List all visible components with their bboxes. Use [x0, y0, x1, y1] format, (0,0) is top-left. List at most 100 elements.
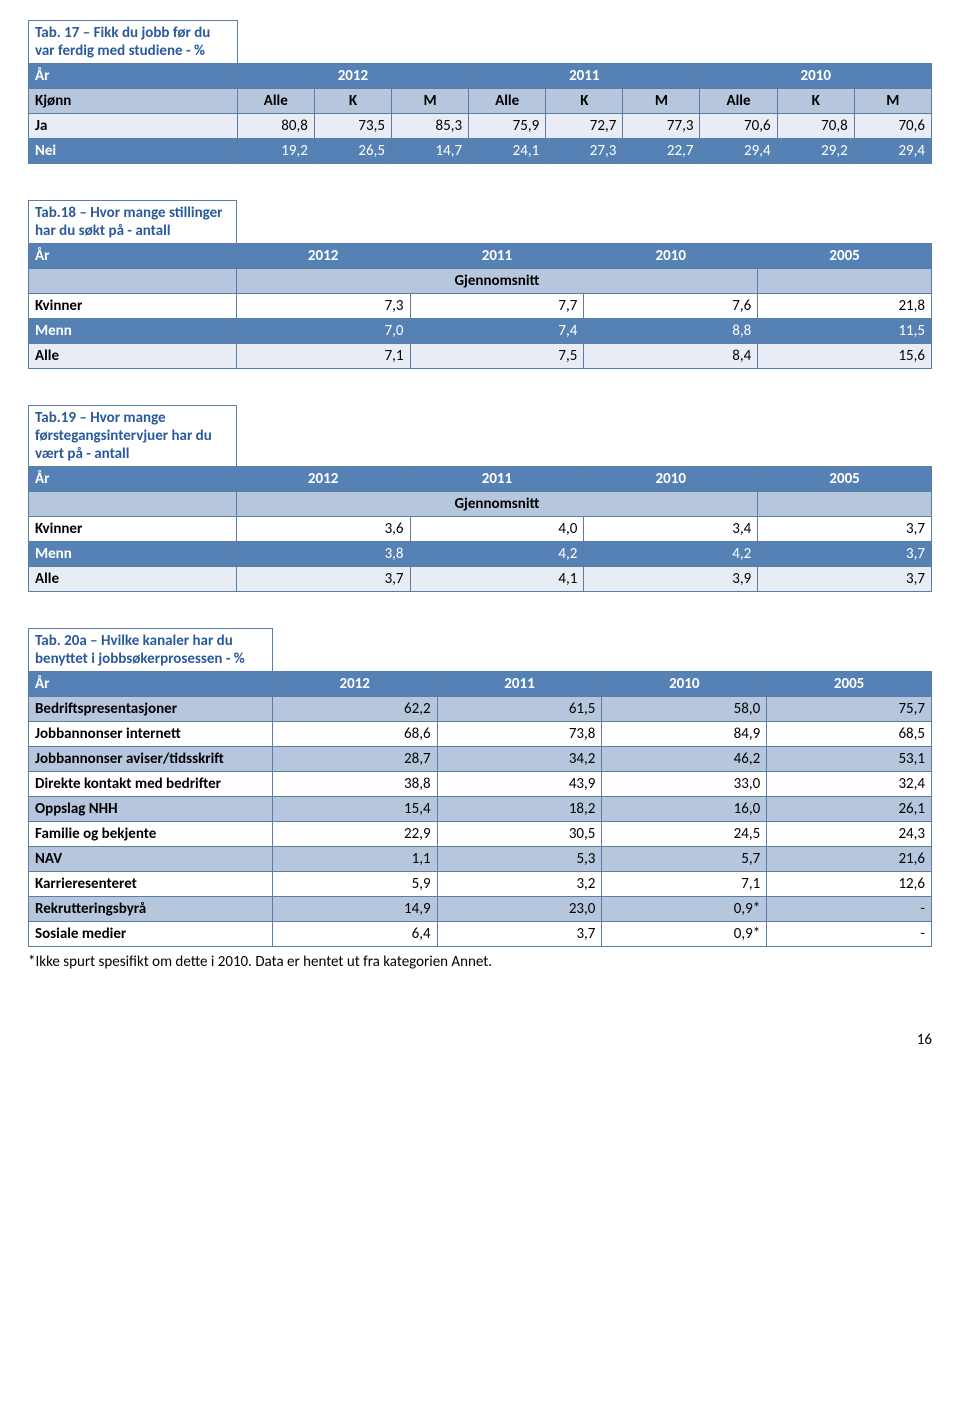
- cell: 32,4: [767, 772, 932, 797]
- cell: 85,3: [391, 114, 468, 139]
- cell: 70,8: [777, 114, 854, 139]
- spacer: [236, 201, 931, 244]
- row-label: Familie og bekjente: [29, 822, 273, 847]
- row-label: Direkte kontakt med bedrifter: [29, 772, 273, 797]
- cell: 18,2: [437, 797, 602, 822]
- table-19-title: Tab.19 – Hvor mange førstegangsintervjue…: [29, 406, 237, 467]
- table-row: Jobbannonser aviser/tidsskrift28,734,246…: [29, 747, 932, 772]
- cell: 22,7: [623, 139, 700, 164]
- cell: 34,2: [437, 747, 602, 772]
- table-19-mid-row: Gjennomsnitt: [29, 492, 932, 517]
- table-row: Kvinner7,37,77,621,8: [29, 294, 932, 319]
- year: 2005: [767, 672, 932, 697]
- cell: 5,9: [272, 872, 437, 897]
- col: K: [777, 89, 854, 114]
- table-row: Nei19,226,514,724,127,322,729,429,229,4: [29, 139, 932, 164]
- spacer: [236, 406, 931, 467]
- cell: 21,6: [767, 847, 932, 872]
- table-17: Tab. 17 – Fikk du jobb før du var ferdig…: [28, 20, 932, 164]
- cell: 5,7: [602, 847, 767, 872]
- table-20a-title-row: Tab. 20a – Hvilke kanaler har du benytte…: [29, 629, 932, 672]
- spacer: [758, 269, 932, 294]
- col: K: [546, 89, 623, 114]
- table-row: NAV1,15,35,721,6: [29, 847, 932, 872]
- cell: 29,4: [854, 139, 931, 164]
- row-label: Ja: [29, 114, 238, 139]
- year-label: År: [29, 672, 273, 697]
- cell: 4,2: [584, 542, 758, 567]
- col: Alle: [469, 89, 546, 114]
- cell: 24,3: [767, 822, 932, 847]
- cell: 26,1: [767, 797, 932, 822]
- year: 2010: [584, 244, 758, 269]
- cell: 73,5: [314, 114, 391, 139]
- cell: 46,2: [602, 747, 767, 772]
- table-row: Karrieresenteret5,93,27,112,6: [29, 872, 932, 897]
- table-19-year-row: År 2012 2011 2010 2005: [29, 467, 932, 492]
- cell: 38,8: [272, 772, 437, 797]
- row-label: Menn: [29, 542, 237, 567]
- table-20a-title: Tab. 20a – Hvilke kanaler har du benytte…: [29, 629, 273, 672]
- year-2010: 2010: [700, 64, 932, 89]
- year-label: År: [29, 244, 237, 269]
- table-20a-footnote: *Ikke spurt spesifikt om dette i 2010. D…: [28, 953, 932, 971]
- cell: 26,5: [314, 139, 391, 164]
- cell: 7,6: [584, 294, 758, 319]
- row-label: Nei: [29, 139, 238, 164]
- row-label: Rekrutteringsbyrå: [29, 897, 273, 922]
- cell: 14,7: [391, 139, 468, 164]
- year: 2012: [272, 672, 437, 697]
- cell: 22,9: [272, 822, 437, 847]
- cell: 8,4: [584, 344, 758, 369]
- year: 2005: [758, 244, 932, 269]
- table-18-mid-row: Gjennomsnitt: [29, 269, 932, 294]
- gjennomsnitt-label: Gjennomsnitt: [236, 269, 757, 294]
- cell: 75,9: [469, 114, 546, 139]
- row-label: Jobbannonser internett: [29, 722, 273, 747]
- spacer: [29, 269, 237, 294]
- year-2011: 2011: [469, 64, 700, 89]
- table-row: Sosiale medier6,43,70,9*-: [29, 922, 932, 947]
- cell: 62,2: [272, 697, 437, 722]
- table-row: Alle7,17,58,415,6: [29, 344, 932, 369]
- year-label: År: [29, 467, 237, 492]
- cell: 3,7: [437, 922, 602, 947]
- sub-label: Kjønn: [29, 89, 238, 114]
- cell: 72,7: [546, 114, 623, 139]
- cell: 0,9*: [602, 922, 767, 947]
- table-19: Tab.19 – Hvor mange førstegangsintervjue…: [28, 405, 932, 592]
- cell: 0,9*: [602, 897, 767, 922]
- year-2012: 2012: [237, 64, 468, 89]
- cell: 68,5: [767, 722, 932, 747]
- year: 2011: [437, 672, 602, 697]
- cell: 27,3: [546, 139, 623, 164]
- cell: 33,0: [602, 772, 767, 797]
- cell: 3,6: [236, 517, 410, 542]
- table-17-title-row: Tab. 17 – Fikk du jobb før du var ferdig…: [29, 21, 932, 64]
- cell: 14,9: [272, 897, 437, 922]
- cell: 6,4: [272, 922, 437, 947]
- cell: 3,2: [437, 872, 602, 897]
- row-label: Oppslag NHH: [29, 797, 273, 822]
- table-17-title: Tab. 17 – Fikk du jobb før du var ferdig…: [29, 21, 238, 64]
- cell: 24,1: [469, 139, 546, 164]
- cell: 75,7: [767, 697, 932, 722]
- year: 2012: [236, 244, 410, 269]
- cell: 53,1: [767, 747, 932, 772]
- cell: 7,1: [236, 344, 410, 369]
- row-label: Bedriftspresentasjoner: [29, 697, 273, 722]
- table-row: Jobbannonser internett68,673,884,968,5: [29, 722, 932, 747]
- cell: 58,0: [602, 697, 767, 722]
- table-row: Ja80,873,585,375,972,777,370,670,870,6: [29, 114, 932, 139]
- cell: 8,8: [584, 319, 758, 344]
- table-row: Menn3,84,24,23,7: [29, 542, 932, 567]
- table-row: Bedriftspresentasjoner62,261,558,075,7: [29, 697, 932, 722]
- spacer: [758, 492, 932, 517]
- cell: 61,5: [437, 697, 602, 722]
- cell: 21,8: [758, 294, 932, 319]
- row-label: Sosiale medier: [29, 922, 273, 947]
- year: 2011: [410, 467, 584, 492]
- cell: 68,6: [272, 722, 437, 747]
- table-row: Menn7,07,48,811,5: [29, 319, 932, 344]
- cell: 4,1: [410, 567, 584, 592]
